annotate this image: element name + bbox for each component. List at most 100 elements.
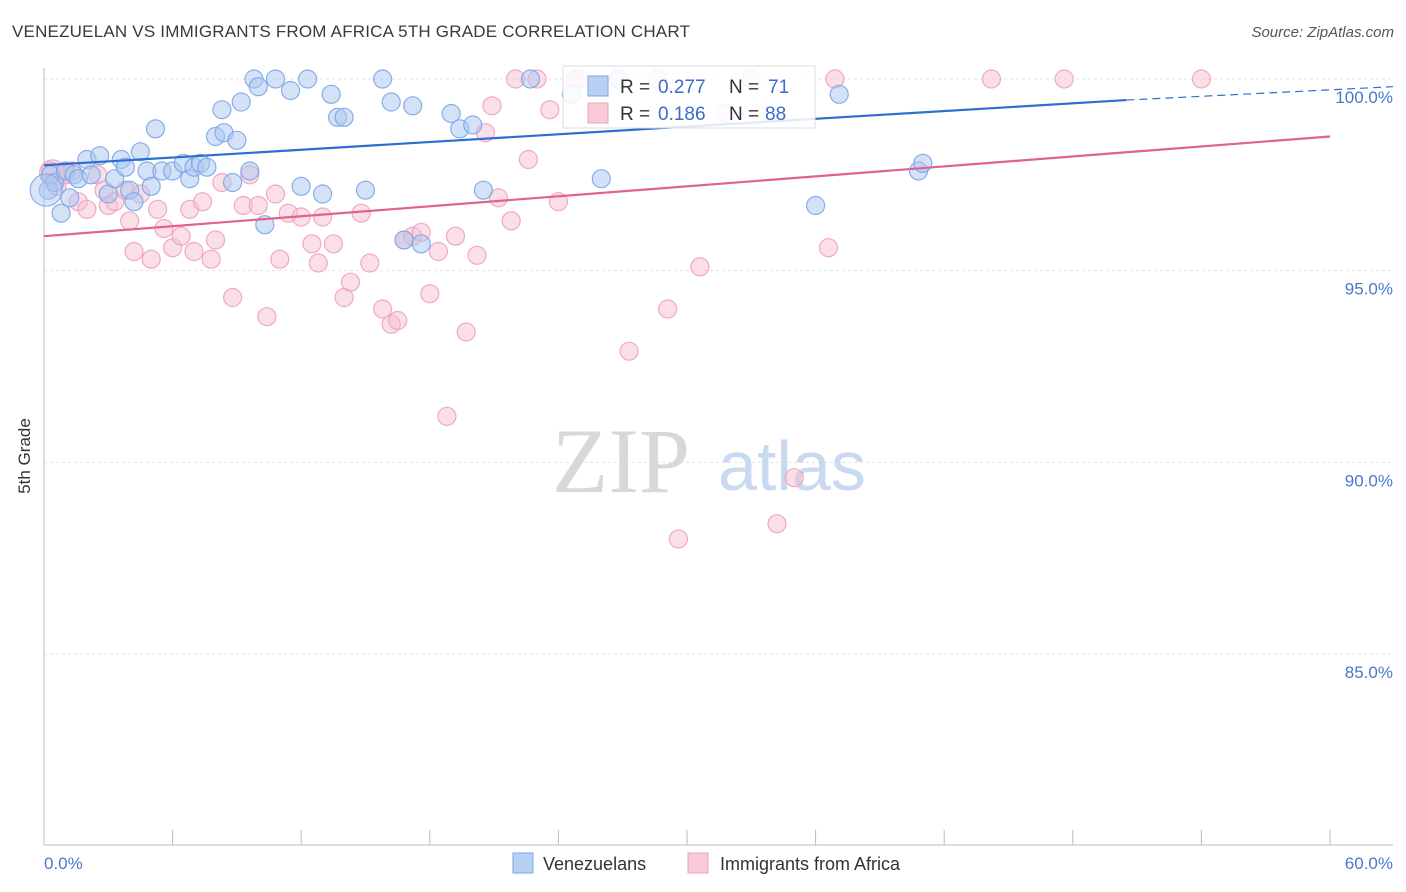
bottom-legend-swatch-africa [687,852,709,874]
venezuelan-point-49 [394,230,414,250]
africa-point-44 [388,310,408,331]
africa-point-36 [313,207,333,227]
bottom-legend: Venezuelans Immigrants from Africa [512,852,901,874]
africa-point-16 [154,218,174,239]
africa-point-55 [482,96,502,116]
venezuelan-point-3 [51,203,71,223]
africa-point-15 [148,199,168,219]
africa-point-34 [302,234,322,254]
venezuelan-point-32 [227,130,247,150]
venezuelan-point-33 [231,92,251,112]
africa-point-73 [784,468,804,488]
africa-point-21 [193,192,213,212]
venezuelan-point-60 [805,195,826,216]
africa-point-39 [340,272,361,292]
venezuelan-point-48 [381,92,401,112]
legend-n-value-0: 71 [768,77,789,98]
watermark-zip: ZIP [552,410,690,512]
africa-point-35 [308,253,328,273]
y-tick-label-90: 90.0% [1345,471,1393,490]
venezuelan-point-17 [130,142,150,162]
venezuelan-point-41 [298,69,318,89]
venezuelan-point-16 [124,192,144,212]
bottom-legend-label-venezuelans: Venezuelans [543,854,646,874]
venezuelan-point-31 [223,172,243,193]
venezuelan-point-cluster [29,173,63,207]
africa-point-40 [351,203,371,223]
venezuelan-point-50 [403,96,423,116]
y-tick-label-95: 95.0% [1345,280,1393,299]
africa-point-31 [270,249,290,269]
africa-point-69 [690,257,710,277]
venezuelan-point-42 [313,184,333,204]
venezuelan-point-14 [115,157,136,177]
legend-swatch-africa [587,102,609,124]
legend-r-value-0: 0.277 [658,77,706,98]
legend-swatch-venezuelans [587,75,609,97]
bottom-legend-swatch-venezuelans [512,852,534,874]
africa-point-18 [171,226,191,246]
africa-point-74 [818,238,839,258]
x-tick-label-max: 60.0% [1345,854,1393,873]
venezuelan-point-55 [473,180,493,200]
africa-point-77 [1054,69,1074,89]
africa-point-61 [540,100,560,120]
africa-point-20 [184,241,204,262]
legend-n-label-0: N = [729,77,759,98]
africa-point-29 [257,307,277,327]
venezuelan-point-56 [520,69,541,89]
trend-lines [43,86,1394,238]
africa-point-12 [124,241,144,262]
venezuelan-point-30 [212,100,232,120]
venezuelan-point-58 [591,169,611,189]
africa-point-57 [501,211,521,231]
venezuelan-point-43 [321,84,341,104]
legend-n-value-1: 88 [765,104,786,125]
venezuelan-point-38 [265,69,286,89]
venezuelan-point-10 [90,146,110,166]
venezuelan-point-34 [240,161,260,181]
africa-point-30 [265,184,286,204]
venezuelan-point-40 [291,176,311,196]
venezuelan-point-52 [441,103,461,124]
watermark: ZIP atlas [552,410,866,512]
africa-point-22 [201,249,221,269]
legend-n-label-1: N = [729,104,759,125]
y-tick-label-85: 85.0% [1345,663,1393,682]
venezuelan-point-46 [355,180,376,200]
venezuelan-point-5 [60,188,80,208]
legend-r-label-0: R = [620,77,650,98]
venezuelan-point-61 [829,84,849,104]
africa-point-25 [223,287,243,308]
africa-point-67 [658,299,678,319]
y-tick-label-100: 100.0% [1335,88,1393,107]
x-tick-label-min: 0.0% [44,854,83,873]
chart-title: VENEZUELAN VS IMMIGRANTS FROM AFRICA 5TH… [12,22,691,41]
x-ticks [172,830,1331,845]
africa-point-78 [1191,69,1212,89]
africa-point-23 [205,230,226,250]
africa-point-28 [248,195,268,216]
watermark-atlas: atlas [718,427,866,505]
y-tick-labels: 100.0% 95.0% 90.0% 85.0% [1335,88,1393,682]
africa-point-42 [373,299,393,319]
africa-point-5 [77,199,97,219]
source-label: Source: ZipAtlas.com [1251,24,1394,41]
africa-point-65 [619,341,639,361]
africa-point-50 [437,406,457,426]
africa-point-11 [120,211,140,231]
venezuelan-point-54 [463,115,483,135]
africa-point-76 [981,69,1002,89]
venezuelan-point-45 [334,107,354,127]
bottom-legend-label-africa: Immigrants from Africa [720,854,901,874]
africa-point-59 [518,149,539,170]
legend: R = 0.277 N = 71 R = 0.186 N = 88 [562,65,816,129]
africa-point-52 [456,322,476,342]
venezuelan-point-47 [373,69,393,89]
y-axis-title: 5th Grade [15,418,34,494]
africa-trend-line [43,135,1331,238]
africa-point-53 [467,245,487,265]
africa-point-72 [767,514,787,534]
venezuelan-point-19 [141,176,161,196]
